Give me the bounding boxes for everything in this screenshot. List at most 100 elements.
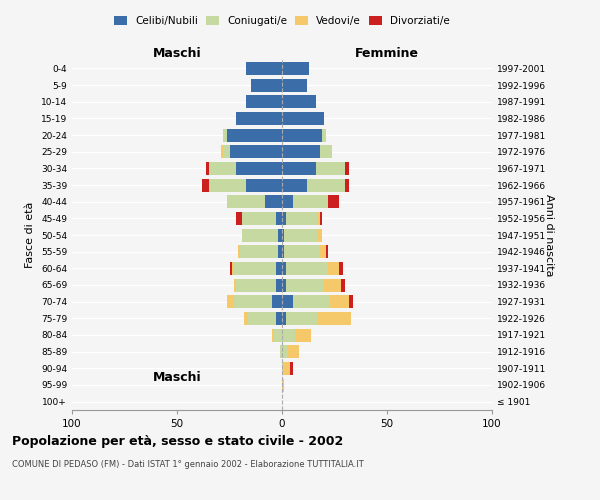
Bar — [324, 278, 341, 291]
Bar — [223, 128, 227, 141]
Bar — [276, 262, 282, 275]
Bar — [221, 145, 223, 158]
Bar — [229, 145, 282, 158]
Bar — [282, 95, 316, 108]
Bar — [265, 195, 282, 208]
Bar — [274, 328, 282, 342]
Bar — [240, 245, 278, 258]
Text: Maschi: Maschi — [152, 372, 202, 384]
Text: Maschi: Maschi — [152, 47, 202, 60]
Bar — [202, 178, 209, 192]
Bar — [322, 128, 326, 141]
Bar — [234, 295, 271, 308]
Bar — [236, 278, 276, 291]
Bar — [227, 295, 234, 308]
Bar — [345, 178, 349, 192]
Bar — [286, 312, 318, 325]
Bar — [276, 312, 282, 325]
Bar — [293, 295, 331, 308]
Bar — [320, 245, 326, 258]
Bar — [247, 62, 282, 75]
Bar — [320, 145, 332, 158]
Text: Popolazione per età, sesso e stato civile - 2002: Popolazione per età, sesso e stato civil… — [12, 435, 343, 448]
Bar — [341, 278, 345, 291]
Bar — [282, 178, 307, 192]
Bar — [318, 312, 351, 325]
Bar — [282, 78, 307, 92]
Bar — [236, 162, 282, 175]
Bar — [316, 162, 345, 175]
Bar — [295, 328, 311, 342]
Bar — [282, 378, 284, 392]
Bar — [271, 328, 274, 342]
Bar — [282, 262, 286, 275]
Bar — [293, 195, 328, 208]
Text: Femmine: Femmine — [355, 47, 419, 60]
Bar — [345, 162, 349, 175]
Bar — [284, 245, 320, 258]
Bar — [238, 245, 240, 258]
Bar — [286, 212, 318, 225]
Bar — [318, 212, 320, 225]
Bar — [282, 62, 310, 75]
Bar — [206, 162, 209, 175]
Legend: Celibi/Nubili, Coniugati/e, Vedovi/e, Divorziati/e: Celibi/Nubili, Coniugati/e, Vedovi/e, Di… — [111, 12, 453, 29]
Bar — [278, 245, 282, 258]
Bar — [236, 212, 242, 225]
Bar — [280, 345, 282, 358]
Bar — [318, 228, 322, 241]
Bar — [286, 278, 324, 291]
Bar — [244, 312, 248, 325]
Bar — [282, 145, 320, 158]
Bar — [282, 278, 286, 291]
Bar — [282, 228, 284, 241]
Bar — [242, 228, 278, 241]
Bar — [234, 262, 276, 275]
Bar — [284, 228, 318, 241]
Bar — [282, 312, 286, 325]
Bar — [223, 145, 229, 158]
Bar — [276, 212, 282, 225]
Bar — [328, 262, 338, 275]
Y-axis label: Fasce di età: Fasce di età — [25, 202, 35, 268]
Bar — [290, 362, 293, 375]
Bar — [349, 295, 353, 308]
Text: COMUNE DI PEDASO (FM) - Dati ISTAT 1° gennaio 2002 - Elaborazione TUTTITALIA.IT: COMUNE DI PEDASO (FM) - Dati ISTAT 1° ge… — [12, 460, 364, 469]
Bar — [282, 128, 322, 141]
Bar — [282, 328, 295, 342]
Bar — [278, 228, 282, 241]
Bar — [209, 178, 247, 192]
Bar — [282, 195, 293, 208]
Bar — [328, 195, 338, 208]
Bar — [286, 262, 328, 275]
Bar — [320, 212, 322, 225]
Bar — [331, 295, 349, 308]
Bar — [282, 112, 324, 125]
Bar — [307, 178, 345, 192]
Bar — [282, 212, 286, 225]
Bar — [230, 262, 232, 275]
Bar — [248, 312, 276, 325]
Bar — [209, 162, 236, 175]
Bar — [338, 262, 343, 275]
Y-axis label: Anni di nascita: Anni di nascita — [544, 194, 554, 276]
Bar — [247, 178, 282, 192]
Bar — [284, 362, 290, 375]
Bar — [276, 278, 282, 291]
Bar — [282, 362, 284, 375]
Bar — [289, 345, 299, 358]
Bar — [234, 278, 236, 291]
Bar — [282, 345, 289, 358]
Bar — [227, 195, 265, 208]
Bar — [282, 245, 284, 258]
Bar — [251, 78, 282, 92]
Bar — [242, 212, 276, 225]
Bar — [232, 262, 234, 275]
Bar — [247, 95, 282, 108]
Bar — [227, 128, 282, 141]
Bar — [282, 162, 316, 175]
Bar — [326, 245, 328, 258]
Bar — [282, 295, 293, 308]
Bar — [236, 112, 282, 125]
Bar — [271, 295, 282, 308]
